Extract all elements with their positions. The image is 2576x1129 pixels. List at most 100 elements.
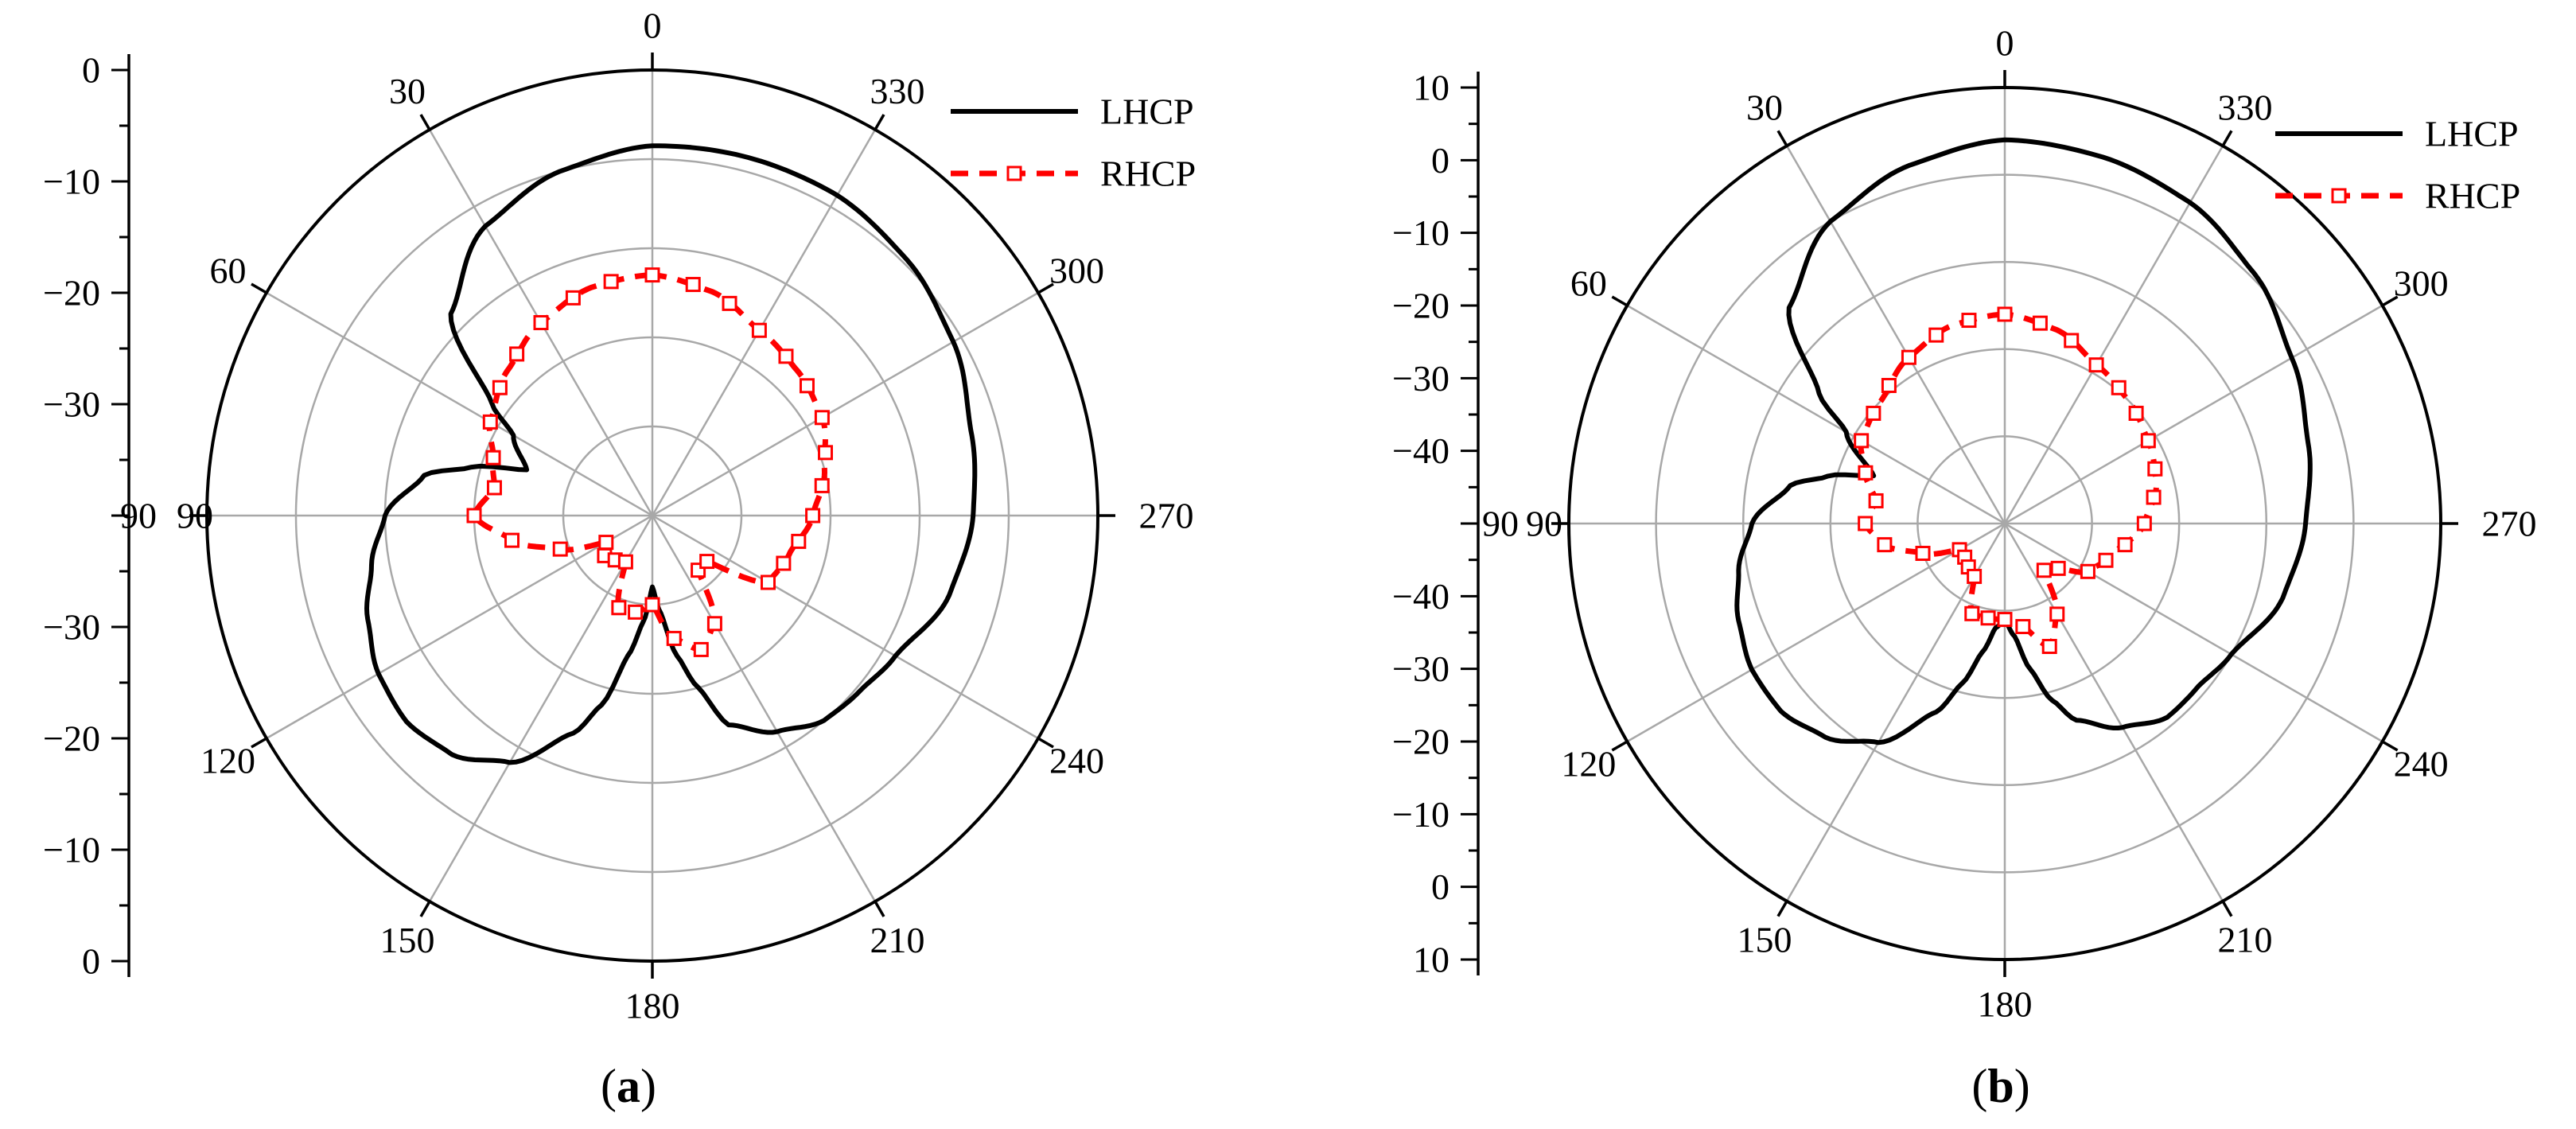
angle-tick: [1611, 740, 1628, 752]
data-point: [485, 450, 501, 465]
grid-spokes: [207, 70, 1098, 961]
angle-label: 60: [210, 251, 247, 291]
angle-tick: [419, 114, 431, 130]
data-point: [2146, 489, 2162, 505]
legend-marker: [1006, 165, 1022, 181]
data-point: [603, 274, 619, 290]
angle-label: 270: [2482, 504, 2537, 544]
data-point: [2088, 357, 2104, 373]
series-group: [364, 143, 978, 765]
grid-spokes: [1569, 88, 2441, 960]
angle-label: 240: [2394, 744, 2449, 784]
data-point: [2080, 563, 2095, 579]
angle-tick: [2221, 900, 2233, 917]
data-point: [2098, 552, 2114, 568]
angle-label: 300: [2394, 263, 2449, 304]
data-point: [818, 445, 834, 461]
data-point: [799, 378, 815, 394]
data-point: [1858, 465, 1874, 481]
radial-tick-label: −20: [1392, 722, 1449, 762]
legend-label-rhcp: RHCP: [1100, 154, 1196, 194]
angle-tick: [874, 114, 885, 130]
series-markers-rhcp: [466, 267, 834, 657]
data-point: [2117, 537, 2133, 553]
data-point: [617, 554, 633, 570]
series-markers-rhcp: [1854, 306, 2163, 654]
data-point: [2128, 405, 2144, 421]
data-point: [2036, 563, 2052, 578]
data-point: [2111, 380, 2127, 395]
data-point: [666, 630, 682, 646]
panel-b: 0 30 60 90 120 150 180 210 240 270 300 330 10 0 −10 −20…: [1392, 23, 2536, 1113]
data-point: [2136, 516, 2152, 531]
radial-tick-label: −10: [43, 162, 100, 202]
angle-tick: [1037, 737, 1054, 749]
data-point: [1881, 377, 1897, 393]
data-point: [1854, 433, 1870, 449]
radial-tick-label: −30: [1392, 648, 1449, 689]
angle-tick: [1611, 295, 1628, 307]
radial-tick-label: −40: [1392, 430, 1449, 471]
angle-label: 300: [1049, 251, 1104, 291]
data-point: [611, 600, 627, 616]
radial-tick-label: −10: [43, 830, 100, 870]
legend-label-rhcp: RHCP: [2425, 176, 2520, 216]
grid-spoke: [428, 129, 877, 902]
angle-ticks: [189, 53, 1115, 979]
series-line-lhcp: [1734, 137, 2313, 746]
angle-label: 30: [389, 71, 426, 111]
angle-labels: 0 30 60 90 120 150 180 210 240 270 300 330: [1482, 23, 2537, 1025]
data-point: [2050, 560, 2066, 576]
angle-label: 150: [1737, 920, 1792, 960]
radial-tick-label: 90: [177, 496, 213, 536]
data-point: [482, 414, 498, 430]
series-line-lhcp: [364, 143, 978, 765]
panel-a: 0 30 60 90 120 150 180 210 240 270 300 330 0 −10 −20 −3…: [43, 6, 1196, 1113]
radial-tick-label: −30: [43, 607, 100, 648]
data-point: [1877, 537, 1893, 553]
radial-tick-label: −20: [43, 718, 100, 759]
angle-label: 60: [1570, 263, 1607, 304]
data-point: [1980, 610, 1996, 626]
data-point: [598, 535, 614, 551]
data-point: [685, 277, 701, 293]
angle-label: 180: [625, 986, 680, 1026]
data-point: [2032, 315, 2048, 331]
legend: LHCP RHCP: [2275, 114, 2520, 216]
angle-tick: [1776, 130, 1788, 147]
panel-caption: (a): [601, 1060, 656, 1112]
data-point: [552, 541, 568, 557]
angle-label: 270: [1139, 496, 1194, 536]
data-point: [466, 508, 482, 524]
angle-label: 0: [644, 6, 662, 46]
angle-label: 330: [2218, 87, 2273, 127]
radial-axis: 0 −10 −20 −30 90 −30 −20 −10 0: [43, 50, 213, 982]
angle-label: 30: [1746, 87, 1783, 127]
data-point: [778, 348, 794, 364]
angle-tick: [251, 737, 267, 749]
series-group: [1734, 137, 2313, 746]
radial-tick-label: 90: [1526, 504, 1562, 544]
data-point: [1858, 516, 1874, 531]
angle-tick: [419, 901, 431, 917]
data-point: [1866, 405, 1881, 421]
legend-label-lhcp: LHCP: [2425, 114, 2519, 154]
data-point: [805, 508, 821, 524]
radial-tick-label: −10: [1392, 794, 1449, 835]
data-point: [751, 322, 767, 338]
legend-label-lhcp: LHCP: [1100, 91, 1194, 132]
angle-tick: [2381, 295, 2399, 307]
data-point: [2140, 433, 2156, 449]
panel-caption: (b): [1971, 1060, 2029, 1112]
angle-label: 120: [1561, 744, 1616, 784]
grid-spoke: [1785, 145, 2224, 902]
data-point: [2015, 619, 2031, 635]
data-point: [1964, 605, 1980, 621]
data-point: [2147, 461, 2163, 477]
data-point: [504, 532, 520, 548]
angle-label: 0: [1996, 23, 2014, 64]
radial-tick-label: 0: [82, 50, 100, 91]
data-point: [1967, 568, 1983, 584]
angle-label: 150: [380, 920, 435, 960]
